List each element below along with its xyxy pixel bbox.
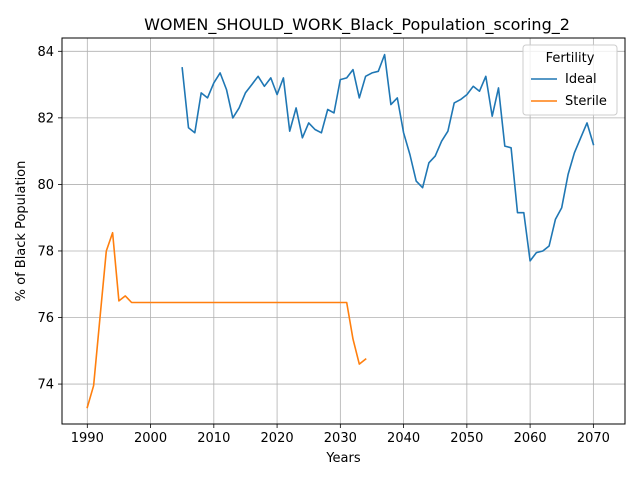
y-tick-label: 82 xyxy=(37,111,54,126)
y-axis-title: % of Black Population xyxy=(14,161,29,302)
y-tick-label: 84 xyxy=(37,45,54,60)
legend-box xyxy=(522,44,618,116)
x-axis-ticks: 1990 2000 2010 2020 2030 2040 2050 2060 2070 xyxy=(71,424,610,446)
chart-title: WOMEN_SHOULD_WORK_Black_Population_scori… xyxy=(144,15,570,35)
x-tick-label: 1990 xyxy=(71,431,104,446)
plot-area-frame xyxy=(61,37,626,425)
x-tick-label: 2040 xyxy=(387,431,420,446)
y-tick-label: 80 xyxy=(37,178,54,193)
y-axis-ticks: 74 76 78 80 82 84 xyxy=(37,45,62,393)
x-tick-label: 2070 xyxy=(577,431,610,446)
x-axis-title: Years xyxy=(325,451,361,466)
legend: Fertility Ideal Sterile xyxy=(522,44,618,116)
legend-label-ideal: Ideal xyxy=(565,72,597,87)
series-layer xyxy=(86,53,595,409)
x-tick-label: 2000 xyxy=(134,431,167,446)
x-tick-label: 2050 xyxy=(450,431,483,446)
series-line-sterile xyxy=(86,231,367,409)
x-tick-label: 2020 xyxy=(261,431,294,446)
legend-title: Fertility xyxy=(546,51,595,66)
y-tick-label: 78 xyxy=(37,244,54,259)
y-tick-label: 76 xyxy=(37,311,54,326)
x-tick-label: 2030 xyxy=(324,431,357,446)
series-line-ideal xyxy=(181,53,595,262)
legend-label-sterile: Sterile xyxy=(565,94,607,109)
legend-entries: Ideal Sterile xyxy=(531,72,607,109)
x-tick-label: 2010 xyxy=(197,431,230,446)
y-tick-label: 74 xyxy=(37,378,54,393)
x-tick-label: 2060 xyxy=(514,431,547,446)
